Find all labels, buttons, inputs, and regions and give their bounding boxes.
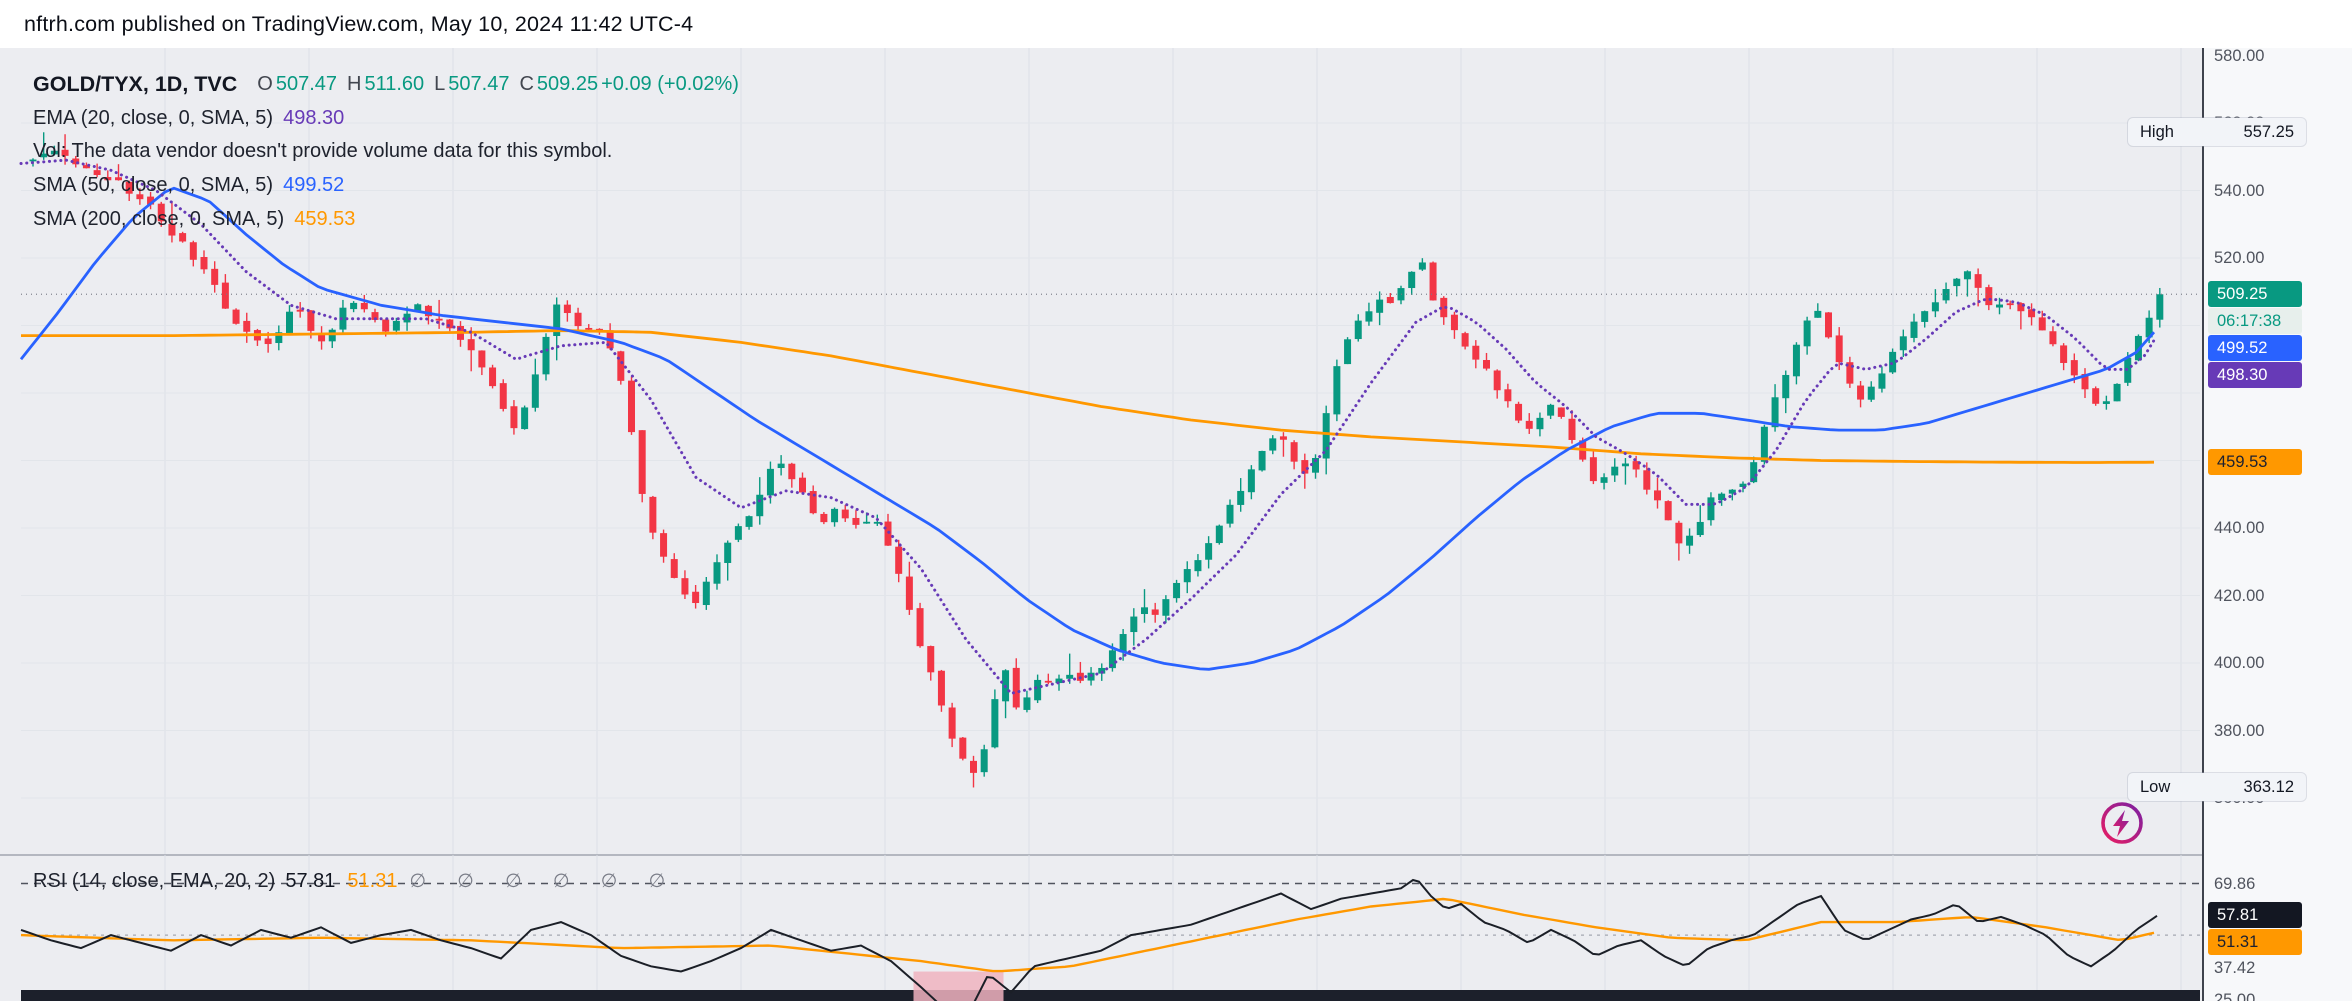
main-price-pane[interactable] bbox=[0, 48, 2202, 855]
axis-tick: 69.86 bbox=[2214, 874, 2256, 893]
last-price-badge: 509.25 bbox=[2208, 281, 2302, 308]
publish-header: nftrh.com published on TradingView.com, … bbox=[24, 0, 693, 48]
countdown-badge: 06:17:38 bbox=[2208, 308, 2302, 335]
sma50-badge: 499.52 bbox=[2208, 335, 2302, 362]
publish-line: nftrh.com published on TradingView.com, … bbox=[24, 11, 694, 36]
high-value: 557.25 bbox=[2243, 122, 2294, 141]
price-axis[interactable]: 580.00560.00540.00520.00440.00420.00400.… bbox=[2202, 48, 2352, 1001]
axis-tick: 520.00 bbox=[2214, 249, 2265, 267]
high-label: High bbox=[2140, 122, 2174, 141]
axis-tick: 380.00 bbox=[2214, 721, 2265, 740]
axis-tick: 25.00 bbox=[2214, 991, 2256, 1001]
chart-area[interactable]: GOLD/TYX, 1D, TVC O 507.47 H 511.60 L 50… bbox=[0, 48, 2352, 1001]
high-price-label: High 557.25 bbox=[2128, 118, 2306, 146]
axis-tick: 580.00 bbox=[2214, 48, 2265, 65]
rsi-pane[interactable] bbox=[0, 855, 2202, 1001]
axis-tick: 37.42 bbox=[2214, 958, 2256, 977]
axis-tick: 420.00 bbox=[2214, 586, 2265, 605]
low-label: Low bbox=[2140, 777, 2171, 796]
ema20-badge: 498.30 bbox=[2208, 362, 2302, 389]
pane-divider[interactable] bbox=[0, 854, 2202, 856]
rsi-badge: 57.81 bbox=[2208, 901, 2302, 928]
axis-tick: 540.00 bbox=[2214, 181, 2265, 200]
rsi-signal-badge: 51.31 bbox=[2208, 928, 2302, 955]
axis-tick: 440.00 bbox=[2214, 519, 2265, 537]
axis-tick: 400.00 bbox=[2214, 654, 2265, 672]
lightning-icon[interactable] bbox=[2098, 799, 2146, 847]
low-price-label: Low 363.12 bbox=[2128, 773, 2306, 801]
sma200-badge: 459.53 bbox=[2208, 449, 2302, 476]
low-value: 363.12 bbox=[2243, 777, 2294, 796]
